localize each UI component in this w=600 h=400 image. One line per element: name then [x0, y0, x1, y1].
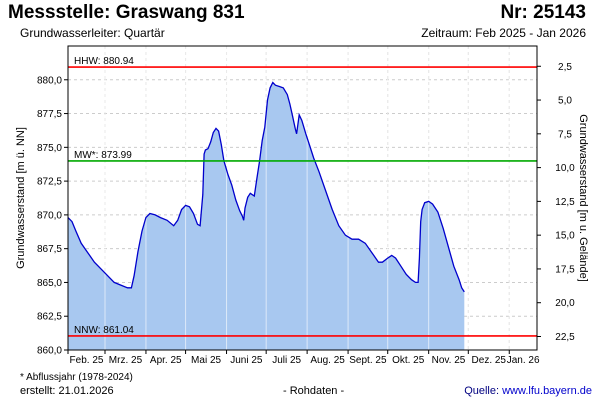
y-axis-title-left: Grundwasserstand [m ü. NN]	[15, 127, 27, 269]
station-number: Nr: 25143	[500, 2, 586, 23]
reference-line-label: MW*: 873.99	[74, 150, 132, 161]
y-tick-label-left: 862,5	[37, 312, 62, 323]
source-label: Quelle:	[464, 385, 500, 397]
page-title: Messstelle: Graswang 831	[8, 2, 245, 23]
aquifer-label: Grundwasserleiter: Quartär	[20, 26, 165, 40]
y-tick-label-right: 7,5	[558, 129, 572, 140]
source: Quelle: www.lfu.bayern.de	[464, 385, 592, 397]
x-tick-label: Feb. 25	[70, 355, 104, 366]
y-tick-label-right: 2,5	[558, 62, 572, 73]
y-tick-label-left: 870,0	[37, 210, 62, 221]
y-tick-label-right: 10,0	[555, 163, 575, 174]
reference-line-label: HHW: 880.94	[74, 56, 134, 67]
y-tick-label-left: 860,0	[37, 346, 62, 357]
reference-line-label: NNW: 861.04	[74, 325, 134, 336]
y-tick-label-left: 872,5	[37, 177, 62, 188]
y-tick-label-right: 5,0	[558, 96, 572, 107]
created-date: erstellt: 21.01.2026	[20, 385, 114, 397]
y-tick-label-right: 15,0	[555, 231, 575, 242]
y-tick-label-right: 17,5	[555, 264, 575, 275]
x-tick-label: Aug. 25	[310, 355, 345, 366]
y-tick-label-right: 20,0	[555, 298, 575, 309]
y-tick-label-right: 12,5	[555, 197, 575, 208]
source-link[interactable]: www.lfu.bayern.de	[502, 385, 592, 397]
raw-data-label: - Rohdaten -	[283, 385, 345, 397]
x-tick-label: Apr. 25	[150, 355, 182, 366]
y-tick-label-left: 875,0	[37, 143, 62, 154]
x-tick-label: Mrz. 25	[109, 355, 143, 366]
y-tick-label-left: 880,0	[37, 75, 62, 86]
y-tick-label-left: 877,5	[37, 109, 62, 120]
y-tick-label-right: 22,5	[555, 332, 575, 343]
x-tick-label: Jan. 26	[507, 355, 540, 366]
plot-border	[67, 45, 538, 351]
y-tick-label-left: 867,5	[37, 244, 62, 255]
x-tick-label: Juli 25	[272, 355, 301, 366]
y-tick-label-left: 865,0	[37, 278, 62, 289]
x-tick-label: Dez. 25	[472, 355, 507, 366]
series-line	[67, 81, 465, 293]
x-tick-label: Juni 25	[230, 355, 263, 366]
x-tick-label: Okt. 25	[392, 355, 425, 366]
period-label: Zeitraum: Feb 2025 - Jan 2026	[421, 26, 586, 40]
x-tick-label: Mai 25	[191, 355, 221, 366]
footnote: * Abflussjahr (1978-2024)	[20, 372, 133, 383]
x-tick-label: Sept. 25	[349, 355, 387, 366]
x-tick-label: Nov. 25	[432, 355, 466, 366]
y-axis-title-right: Grundwasserstand [m u. Gelände]	[577, 114, 589, 282]
